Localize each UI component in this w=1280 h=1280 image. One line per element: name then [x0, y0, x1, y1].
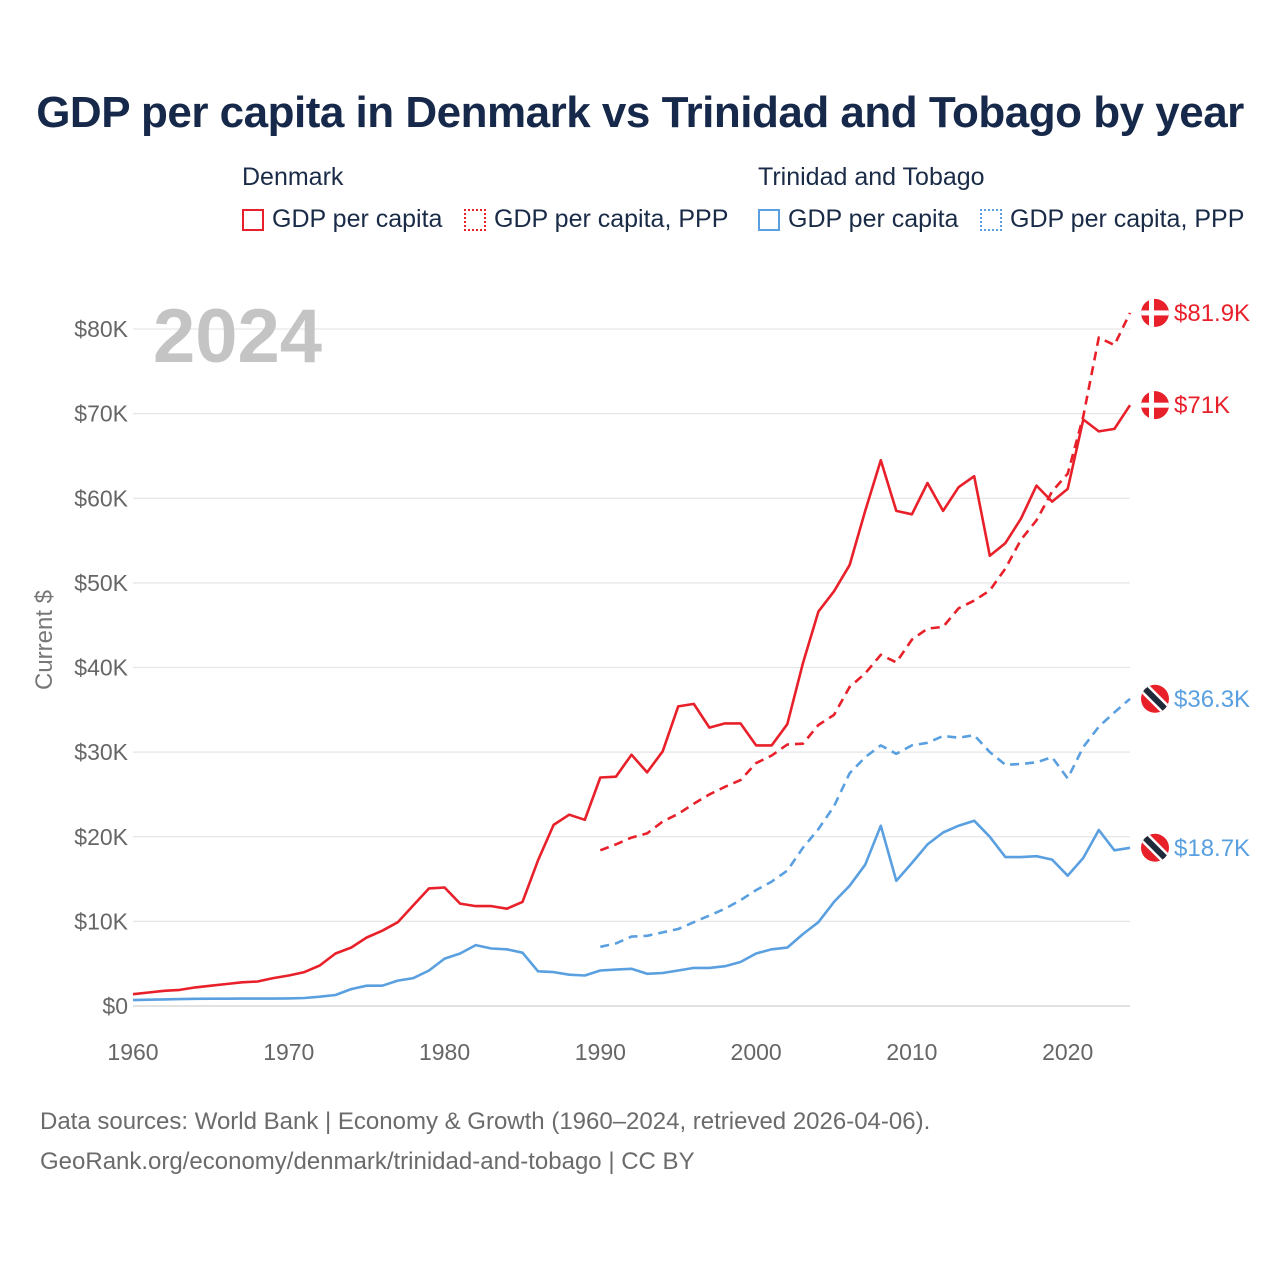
source-line-2[interactable]: GeoRank.org/economy/denmark/trinidad-and…: [40, 1148, 695, 1175]
year-watermark: 2024: [153, 294, 322, 379]
trinidad-and-tobago-gdp-per-capita-line: [132, 819, 1131, 1002]
legend-label: GDP per capita, PPP: [494, 205, 729, 233]
end-value-label: $81.9K: [1174, 300, 1250, 327]
x-tick-label: 2020: [1042, 1039, 1093, 1065]
legend-label: GDP per capita: [788, 205, 959, 233]
trinidad-flag-icon: [1141, 684, 1169, 713]
denmark-gdp-per-capita-ppp-line: [599, 312, 1132, 852]
end-value-label: $18.7K: [1174, 835, 1250, 862]
x-tick-label: 1990: [575, 1039, 626, 1065]
legend-swatch-solid: [242, 208, 264, 231]
denmark-flag-icon: [1141, 391, 1169, 420]
legend-group-denmark: Denmark: [242, 163, 344, 191]
grid-lines: [133, 328, 1130, 1007]
y-tick-label: $0: [102, 993, 128, 1019]
legend-item-trinidad-ppp[interactable]: GDP per capita, PPP: [980, 205, 1244, 234]
end-value-label: $71K: [1174, 392, 1230, 419]
legend-item-trinidad-gdp[interactable]: GDP per capita: [758, 205, 958, 234]
end-value-label: $36.3K: [1174, 686, 1250, 713]
trinidad-flag-icon: [1141, 833, 1169, 862]
legend-swatch-solid: [758, 208, 780, 231]
legend-item-denmark-ppp[interactable]: GDP per capita, PPP: [464, 205, 728, 234]
y-tick-label: $70K: [74, 401, 128, 427]
x-tick-label: 2000: [731, 1039, 782, 1065]
x-tick-label: 1970: [263, 1039, 314, 1065]
y-tick-label: $30K: [74, 739, 128, 765]
y-tick-label: $80K: [74, 316, 128, 342]
legend-label: GDP per capita, PPP: [1010, 205, 1245, 233]
legend-label: GDP per capita: [272, 205, 443, 233]
end-labels: $81.9K $71K $36.3K $18.7K: [1141, 298, 1250, 862]
x-tick-label: 1960: [107, 1039, 158, 1065]
legend-swatch-dotted: [464, 208, 486, 231]
x-tick-label: 1980: [419, 1039, 470, 1065]
y-tick-label: $60K: [74, 485, 128, 511]
series-lines: [132, 312, 1132, 1002]
y-axis: $0 $10K $20K $30K $40K $50K $60K $70K $80K: [74, 316, 128, 1019]
trinidad-and-tobago-gdp-per-capita-ppp-line: [600, 697, 1131, 949]
y-tick-label: $40K: [74, 655, 128, 681]
denmark-flag-icon: [1141, 298, 1169, 327]
x-axis: 1960 1970 1980 1990 2000 2010 2020: [107, 1039, 1093, 1065]
x-tick-label: 2010: [886, 1039, 937, 1065]
legend-item-denmark-gdp[interactable]: GDP per capita: [242, 205, 442, 234]
y-axis-label: Current $: [31, 590, 58, 690]
y-tick-label: $20K: [74, 824, 128, 850]
source-line-1: Data sources: World Bank | Economy & Gro…: [40, 1108, 931, 1135]
legend-swatch-dotted: [980, 208, 1002, 231]
y-tick-label: $10K: [74, 908, 128, 934]
chart-title: GDP per capita in Denmark vs Trinidad an…: [36, 88, 1244, 137]
legend-group-trinidad: Trinidad and Tobago: [758, 163, 985, 191]
y-tick-label: $50K: [74, 570, 128, 596]
denmark-gdp-per-capita-line: [132, 404, 1132, 996]
